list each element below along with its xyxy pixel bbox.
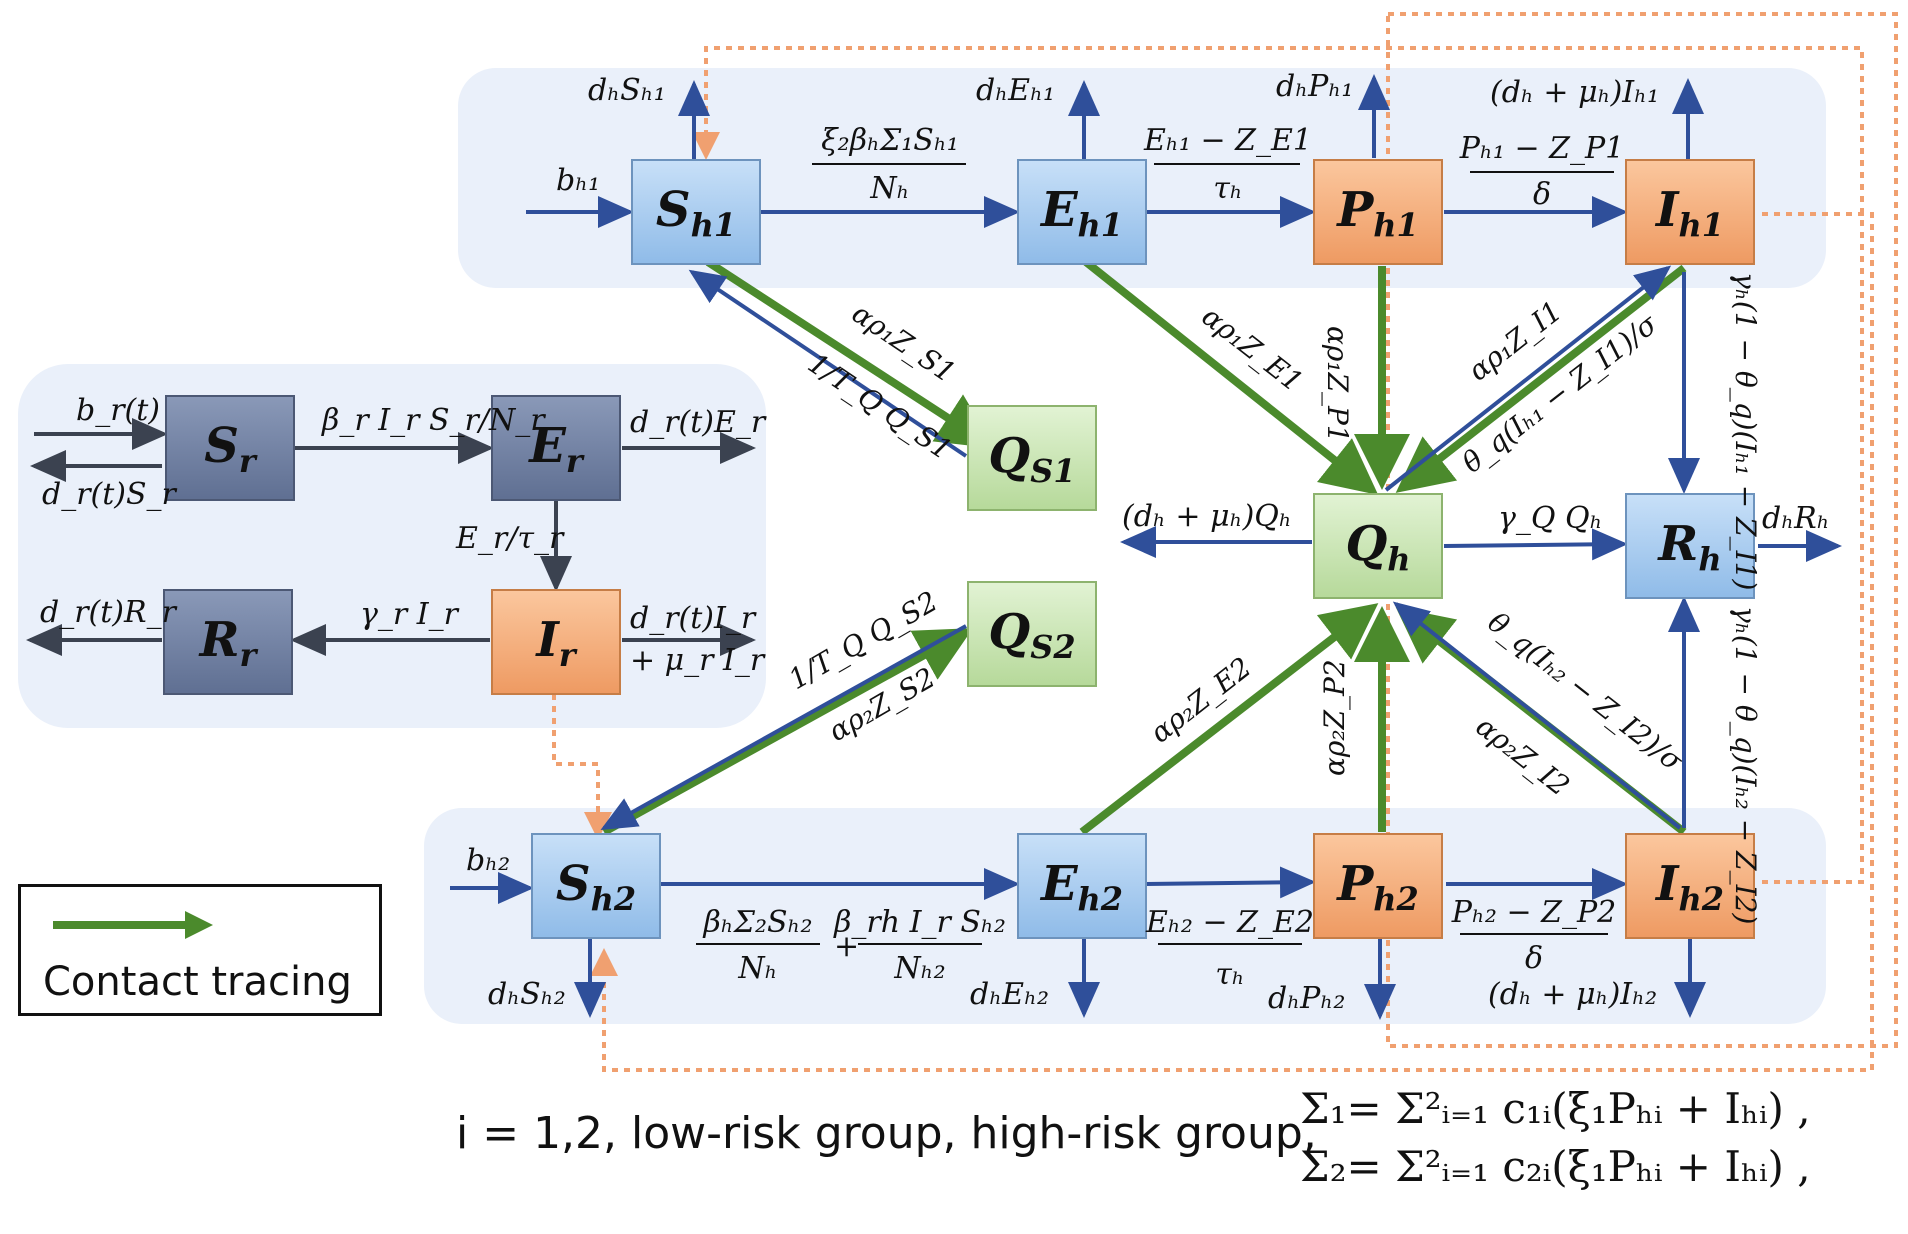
box-Rr: Rr [163,589,293,695]
box-Sr: Sr [165,395,295,501]
label-dhPh1: dₕPₕ₁ [1276,69,1353,104]
sum2-formula: Σ₂= Σ²ᵢ₌₁ c₂ᵢ(ξ₁Pₕᵢ + Iₕᵢ) , [1300,1142,1811,1191]
legend-label: Contact tracing [43,959,352,1005]
svg-text:Ir: Ir [534,612,577,674]
label-bh2: bₕ₂ [466,843,510,878]
label-drtSr: d_r(t)S_r [42,477,178,512]
label-plus: + [834,929,859,964]
box-Ih1: Ih1 [1625,159,1755,265]
label-aZP1: αρ₁Z_P1 [1321,326,1354,443]
label-drtEr: d_r(t)E_r [630,405,767,440]
svg-text:Eh2: Eh2 [1039,856,1123,918]
box-Rh: Rh [1625,493,1755,599]
svg-text:Ih2: Ih2 [1654,856,1724,918]
box-Qh: Qh [1313,493,1443,599]
sum1-formula: Σ₁= Σ²ᵢ₌₁ c₁ᵢ(ξ₁Pₕᵢ + Iₕᵢ) , [1300,1084,1811,1133]
svg-text:Ph2: Ph2 [1335,856,1419,918]
label-EZ1-den: τₕ [1213,171,1243,206]
box-Eh2: Eh2 [1017,833,1147,939]
box-Qs2: QS2 [967,581,1097,687]
label-inf2a-den: Nₕ [737,951,777,986]
green-arrow-icon [53,911,213,939]
label-dhEh2: dₕEₕ₂ [970,977,1049,1012]
label-PZ2-num: Pₕ₂ − Z_P2 [1451,895,1617,930]
rodent-flow-arrows [26,418,756,656]
label-bh1: bₕ₁ [556,163,600,198]
label-aZE1: αρ₁Z_E1 [1196,300,1310,399]
label-dhmuQh: (dₕ + μₕ)Qₕ [1122,499,1292,534]
label-gQQh: γ_Q Qₕ [1498,501,1603,536]
label-aZP2: αρ₂Z_P2 [1318,659,1351,776]
label-infect-den: Nₕ [869,171,909,206]
box-Ph1: Ph1 [1313,159,1443,265]
svg-text:QS1: QS1 [988,428,1075,490]
svg-text:Qh: Qh [1345,516,1410,578]
sum-definitions: Σ₁= Σ²ᵢ₌₁ c₁ᵢ(ξ₁Pₕᵢ + Iₕᵢ) , Σ₂= Σ²ᵢ₌₁ c… [1300,1080,1811,1196]
box-Ir: Ir [491,589,621,695]
legend-box: Contact tracing [18,884,382,1016]
label-dhmuIh2: (dₕ + μₕ)Iₕ₂ [1488,977,1657,1012]
label-murIr: + μ_r I_r [630,643,766,678]
label-EZ2-den: τₕ [1215,957,1245,992]
label-inf2b-num: β_rh I_r Sₕ₂ [833,905,1006,940]
label-grIr: γ_r I_r [360,597,460,632]
label-Ertr: E_r/τ_r [455,521,565,556]
box-Sh1: Sh1 [631,159,761,265]
label-PZ2-den: δ [1525,941,1543,976]
label-aZE2: αρ₂Z_E2 [1144,651,1258,750]
label-gIh2: γₕ(1 − θ_q)(Iₕ₂ − Z_I2) [1729,606,1762,924]
label-thIh1: θ_q(Iₕ₁ − Z_I1)/σ [1456,307,1664,480]
label-EZ1-num: Eₕ₁ − Z_E1 [1143,123,1312,158]
svg-text:Sh2: Sh2 [556,856,636,918]
label-PZ1-num: Pₕ₁ − Z_P1 [1459,131,1625,166]
label-PZ1-den: δ [1533,177,1551,212]
label-inf2b-den: Nₕ₂ [893,951,945,986]
label-brIS: β_r I_r S_r/N_r [321,403,546,438]
compartment-boxes: Sh1 Eh1 Ph1 Ih1 QS1 QS2 Qh Rh Sh2 Eh2 Ph… [163,159,1755,939]
label-dhRh: dₕRₕ [1762,501,1830,536]
label-dhPh2: dₕPₕ₂ [1268,981,1345,1016]
label-gIh1: γₕ(1 − θ_q)(Iₕ₁ − Z_I1) [1729,272,1762,590]
box-Eh1: Eh1 [1017,159,1147,265]
box-Ph2: Ph2 [1313,833,1443,939]
label-aZI2: αρ₂Z_I2 [1470,710,1576,803]
label-infect-num: ξ₂βₕΣ₁Sₕ₁ [821,123,959,158]
svg-text:Ih1: Ih1 [1654,182,1724,244]
blue-flow-arrows [450,74,1842,1020]
svg-text:Er: Er [527,418,585,480]
box-Ih2: Ih2 [1625,833,1755,939]
label-brt: b_r(t) [76,393,160,428]
box-Er: Er [491,395,621,501]
svg-text:Ph1: Ph1 [1335,182,1419,244]
label-inf2a-num: βₕΣ₂Sₕ₂ [702,905,812,940]
svg-text:Sh1: Sh1 [656,182,736,244]
label-dhSh2: dₕSₕ₂ [488,977,566,1012]
label-drtRr: d_r(t)R_r [40,595,178,630]
svg-text:Sr: Sr [204,418,258,480]
label-dhmuIh1: (dₕ + μₕ)Iₕ₁ [1490,75,1659,110]
svg-text:QS2: QS2 [988,604,1075,666]
label-EZ2-num: Eₕ₂ − Z_E2 [1145,905,1314,940]
svg-text:Eh1: Eh1 [1039,182,1123,244]
label-dhEh1: dₕEₕ₁ [976,73,1055,108]
box-Sh2: Sh2 [531,833,661,939]
index-definition: i = 1,2, low-risk group, high-risk group… [456,1108,1317,1159]
label-drtIr: d_r(t)I_r [630,601,757,636]
box-Qs1: QS1 [967,405,1097,511]
svg-text:Rh: Rh [1656,516,1721,578]
svg-text:Rr: Rr [198,612,259,674]
label-dhSh1: dₕSₕ₁ [588,73,666,108]
